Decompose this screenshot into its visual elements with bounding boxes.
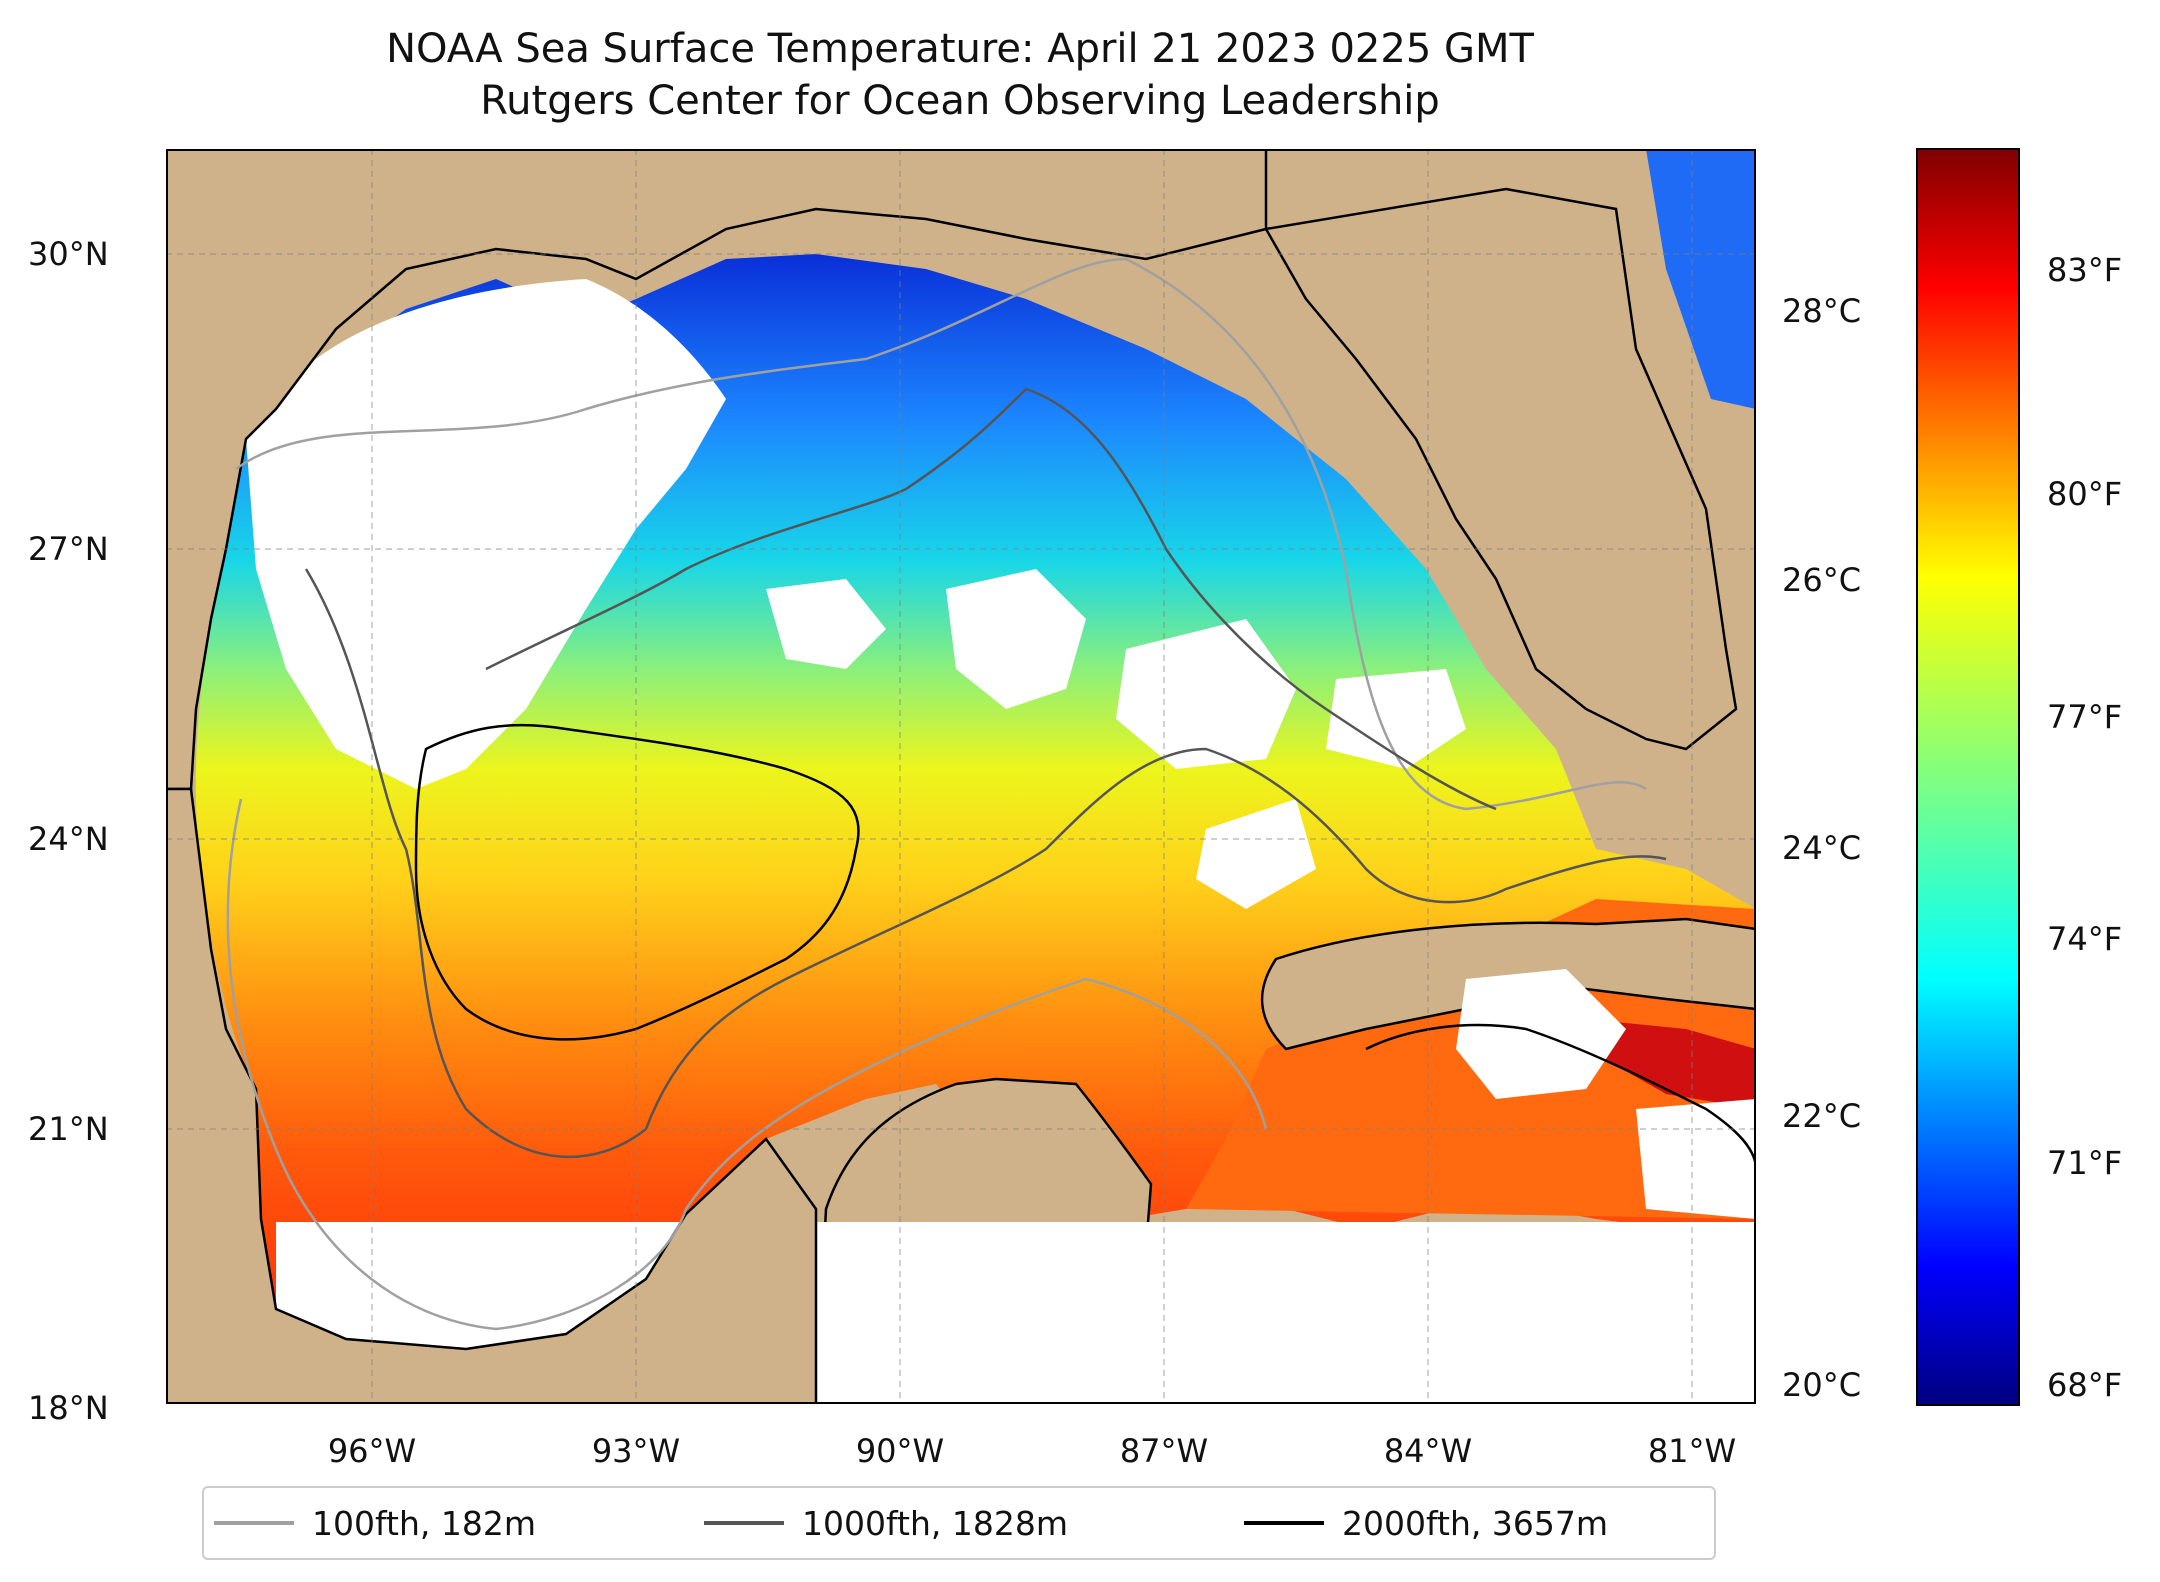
contour-1000fth — [304, 387, 1667, 1159]
colorbar-celsius-tick: 28°C — [1782, 292, 1862, 330]
nodata-central-1 — [946, 569, 1086, 709]
nodata-central-5 — [1196, 799, 1316, 909]
colorbar-celsius-tick: 26°C — [1782, 561, 1862, 599]
colorbar-fahrenheit-tick: 68°F — [2047, 1366, 2123, 1404]
colorbar-gradient — [1916, 148, 2020, 1406]
lon-tick-label: 96°W — [327, 1432, 417, 1470]
lat-tick-label: 18°N — [28, 1389, 109, 1427]
north-coast-land — [166, 149, 1268, 791]
contour-2000fth — [414, 723, 1756, 1170]
lat-tick-label: 27°N — [28, 530, 109, 568]
lon-tick-label: 87°W — [1119, 1432, 1209, 1470]
legend-item-1000fth: 1000fth, 1828m — [704, 1488, 1068, 1558]
colorbar-fahrenheit-tick: 83°F — [2047, 251, 2123, 289]
nodata-central-4 — [1326, 669, 1466, 769]
legend-item-2000fth: 2000fth, 3657m — [1244, 1488, 1608, 1558]
nodata-central-3 — [1116, 619, 1296, 769]
colorbar — [1916, 148, 2020, 1406]
lat-tick-label: 30°N — [28, 235, 109, 273]
lon-tick-label: 84°W — [1383, 1432, 1473, 1470]
legend-swatch-2000fth — [1244, 1521, 1324, 1525]
colorbar-fahrenheit-tick: 71°F — [2047, 1144, 2123, 1182]
contour-legend: 100fth, 182m 1000fth, 1828m 2000fth, 365… — [202, 1486, 1716, 1560]
caribbean-warm — [1586, 1019, 1756, 1109]
colorbar-fahrenheit-tick: 80°F — [2047, 475, 2123, 513]
gridlines — [166, 149, 1756, 1404]
sst-map — [166, 149, 1756, 1404]
map-subtitle: Rutgers Center for Ocean Observing Leade… — [480, 78, 1440, 124]
lat-tick-label: 21°N — [28, 1110, 109, 1148]
lon-tick-label: 81°W — [1647, 1432, 1737, 1470]
legend-item-100fth: 100fth, 182m — [214, 1488, 536, 1558]
contour-100fth — [226, 257, 1647, 1331]
colorbar-celsius-tick: 24°C — [1782, 829, 1862, 867]
atlantic-east — [1646, 149, 1756, 409]
lon-tick-label: 90°W — [855, 1432, 945, 1470]
nodata-central-2 — [766, 579, 886, 669]
nodata-texas-shelf — [246, 279, 726, 789]
colorbar-fahrenheit-tick: 74°F — [2047, 920, 2123, 958]
legend-swatch-1000fth — [704, 1521, 784, 1525]
nodata-south-2 — [1636, 1099, 1756, 1219]
map-frame — [166, 149, 1756, 1404]
colorbar-celsius-tick: 20°C — [1782, 1366, 1862, 1404]
map-title: NOAA Sea Surface Temperature: April 21 2… — [386, 26, 1534, 72]
colorbar-fahrenheit-tick: 77°F — [2047, 698, 2123, 736]
lat-tick-label: 24°N — [28, 820, 109, 858]
legend-label: 1000fth, 1828m — [802, 1503, 1068, 1543]
mexico-land — [166, 787, 818, 1404]
legend-swatch-100fth — [214, 1521, 294, 1525]
legend-label: 100fth, 182m — [312, 1503, 536, 1543]
lon-tick-label: 93°W — [591, 1432, 681, 1470]
legend-label: 2000fth, 3657m — [1342, 1503, 1608, 1543]
colorbar-celsius-tick: 22°C — [1782, 1097, 1862, 1135]
florida-land — [1264, 187, 1738, 751]
